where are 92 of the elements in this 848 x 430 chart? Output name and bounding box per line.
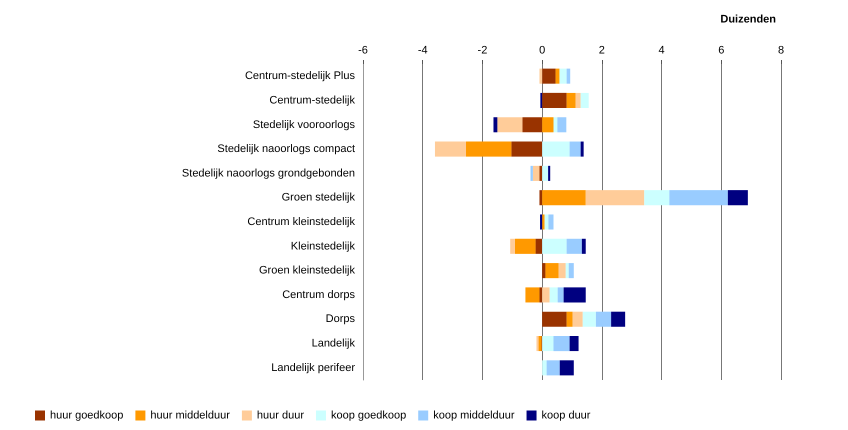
y-tick-label: Stedelijk naoorlogs grondgebonden	[182, 167, 355, 180]
bar	[542, 238, 567, 254]
y-tick-label: Kleinstedelijk	[290, 240, 356, 252]
bar	[539, 287, 542, 302]
bar	[566, 92, 576, 108]
bar	[532, 166, 540, 181]
bar	[550, 287, 558, 302]
legend-label: huur duur	[256, 410, 304, 422]
bar	[539, 68, 542, 84]
bar	[542, 166, 548, 181]
bar	[497, 117, 522, 132]
y-tick-label: Centrum dorps	[282, 288, 356, 301]
bar	[548, 214, 554, 230]
bar	[611, 312, 626, 327]
bar	[644, 190, 670, 206]
bar	[560, 360, 574, 376]
bar	[542, 263, 546, 278]
bar	[525, 287, 540, 302]
legend-label: koop middelduur	[433, 410, 515, 422]
bar	[558, 287, 564, 302]
bar	[568, 263, 574, 278]
bar	[566, 238, 582, 254]
bar	[566, 68, 570, 84]
bar	[728, 190, 748, 206]
bar	[553, 117, 558, 132]
bar	[566, 312, 573, 327]
bar	[582, 238, 586, 254]
y-tick-label: Groen kleinstedelijk	[259, 264, 356, 277]
bar	[545, 263, 559, 278]
legend-label: huur goedkoop	[50, 410, 124, 422]
bar	[558, 263, 566, 278]
bar	[582, 312, 596, 327]
y-tick-label: Stedelijk vooroorlogs	[252, 118, 356, 131]
bar	[564, 287, 586, 302]
bar	[514, 238, 536, 254]
bar	[522, 117, 542, 132]
x-tick-label: -2	[478, 44, 488, 56]
bar	[542, 336, 554, 352]
x-tick-label: 8	[778, 44, 784, 56]
x-tick-label: 4	[658, 44, 665, 56]
bar	[542, 92, 567, 108]
bar	[542, 142, 570, 157]
bar	[493, 117, 498, 132]
bar	[596, 312, 612, 327]
y-tick-label: Centrum-stedelijk Plus	[244, 70, 356, 82]
x-axis-title: Duizenden	[720, 14, 776, 26]
bar	[669, 190, 728, 206]
bar	[557, 117, 566, 132]
bar	[542, 214, 545, 230]
bar	[466, 142, 512, 157]
bar	[580, 92, 589, 108]
y-tick-label: Landelijk perifeer	[271, 362, 356, 374]
legend-label: koop duur	[542, 410, 591, 422]
y-tick-label: Landelijk	[312, 338, 356, 350]
bar	[542, 312, 567, 327]
bar	[546, 360, 560, 376]
bar	[536, 238, 542, 254]
bar	[586, 190, 644, 206]
bar	[536, 336, 539, 352]
bar	[539, 166, 542, 181]
bar	[544, 214, 548, 230]
bar	[542, 287, 550, 302]
legend-label: koop goedkoop	[330, 410, 406, 422]
bar	[511, 142, 542, 157]
y-tick-label: Groen stedelijk	[282, 192, 356, 204]
bar	[566, 263, 569, 278]
bar	[542, 68, 556, 84]
bar	[553, 336, 570, 352]
bar	[570, 336, 579, 352]
bar	[538, 336, 542, 352]
x-tick-label: -4	[418, 44, 428, 56]
legend-label: huur middelduur	[150, 410, 230, 422]
bar	[576, 92, 581, 108]
x-tick-label: -6	[358, 44, 368, 56]
bar	[539, 190, 542, 206]
bar	[542, 190, 586, 206]
bar	[556, 68, 560, 84]
bar	[572, 312, 583, 327]
bar	[510, 238, 515, 254]
bar	[542, 117, 554, 132]
x-tick-label: 2	[598, 44, 605, 56]
y-tick-label: Stedelijk naoorlogs compact	[217, 143, 355, 156]
bar	[570, 142, 581, 157]
y-tick-label: Dorps	[326, 313, 356, 326]
bar	[559, 68, 567, 84]
bar	[580, 142, 584, 157]
bar	[542, 360, 547, 376]
x-tick-label: 6	[718, 44, 724, 56]
y-tick-label: Centrum-stedelijk	[269, 94, 356, 106]
y-tick-label: Centrum kleinstedelijk	[247, 216, 356, 228]
bar	[434, 142, 466, 157]
x-tick-label: 0	[539, 44, 546, 56]
